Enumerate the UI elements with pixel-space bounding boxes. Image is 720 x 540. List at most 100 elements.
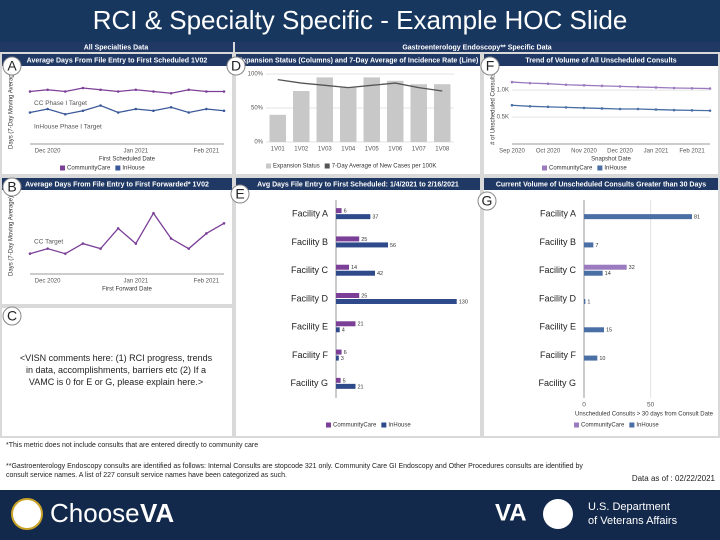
legend-label: CommunityCare: [333, 423, 377, 429]
point: [564, 83, 568, 87]
x-tick-label: 1V01: [271, 147, 286, 153]
value-label: 14: [605, 271, 611, 277]
y-tick-label: 1.0K: [497, 88, 509, 94]
point: [81, 86, 85, 90]
bar: [584, 214, 692, 220]
panel-title-band: [2, 54, 232, 66]
comment-box: [2, 308, 232, 436]
x-tick-label: Dec 2020: [35, 279, 61, 285]
panel-letter-badge: [480, 56, 500, 76]
panel-letter: G: [482, 193, 493, 209]
point: [187, 88, 191, 92]
panel: [484, 178, 718, 436]
bar: [340, 87, 357, 142]
x-tick-label: Dec 2020: [35, 149, 61, 155]
point: [187, 111, 191, 114]
bar: [410, 84, 427, 142]
point: [528, 105, 532, 108]
panel-title: Current Volume of Unscheduled Consults G…: [496, 181, 706, 188]
point: [28, 90, 32, 93]
x-tick-label: Feb 2021: [679, 149, 705, 155]
bar: [336, 327, 340, 333]
legend-swatch: [115, 165, 121, 171]
x-tick-label: 1V08: [435, 147, 450, 153]
legend-swatch: [326, 422, 331, 428]
point: [134, 107, 138, 111]
value-label: 4: [342, 328, 345, 334]
panel-title-band: [2, 178, 232, 190]
y-tick-label: 50%: [251, 106, 264, 112]
panel-letter: C: [7, 308, 17, 324]
y-tick-label: 100%: [248, 72, 264, 78]
x-tick-label: 0: [582, 402, 586, 409]
point: [81, 109, 85, 113]
category-label: Facility F: [540, 350, 577, 360]
section-bar: [235, 42, 720, 52]
seal-logo: [11, 498, 43, 530]
value-label: 15: [606, 328, 612, 334]
value-label: 130: [459, 299, 468, 305]
panel-title-band: [236, 178, 480, 190]
bar: [336, 270, 375, 276]
point: [169, 237, 173, 240]
legend-label: CommunityCare: [549, 166, 593, 172]
value-label: 6: [344, 350, 347, 356]
bar: [336, 242, 388, 248]
legend-swatch: [266, 163, 271, 169]
point: [169, 91, 173, 95]
x-tick-label: 50: [647, 402, 655, 409]
x-tick-label: 1V02: [294, 147, 309, 153]
y-axis-label: Days (7-Day Moving Average): [9, 196, 15, 276]
x-tick-label: Oct 2020: [536, 149, 561, 155]
bar: [584, 355, 598, 361]
x-tick-label: Sep 2020: [499, 149, 525, 155]
y-tick-label: 0.5K: [497, 115, 509, 121]
footer-logo: Choose: [50, 498, 140, 528]
x-tick-label: 1V06: [388, 147, 403, 153]
value-label: 42: [377, 271, 383, 277]
panel-letter: E: [235, 186, 244, 202]
point: [81, 242, 85, 245]
section-title: Gastroenterology Endoscopy** Specific Da…: [402, 44, 551, 51]
panel-letter: A: [7, 58, 17, 74]
category-label: Facility B: [539, 237, 576, 247]
bar: [336, 355, 339, 361]
y-tick-label: 0%: [254, 140, 263, 146]
point: [28, 252, 32, 256]
bar: [336, 208, 342, 214]
footer-dept: U.S. Department: [588, 501, 670, 513]
section-title: All Specialties Data: [84, 44, 149, 51]
series-line: [277, 79, 443, 92]
point: [582, 106, 586, 110]
category-label: Facility C: [539, 265, 577, 275]
point: [116, 111, 120, 114]
point: [600, 84, 604, 88]
panel-title-band: [484, 54, 718, 66]
x-tick-label: Jan 2021: [123, 279, 148, 285]
point: [46, 107, 49, 111]
bar: [293, 91, 310, 142]
category-label: Facility A: [540, 209, 576, 219]
bar: [336, 214, 371, 220]
x-axis-label: Snapshot Date: [591, 157, 631, 163]
point: [510, 80, 514, 84]
value-label: 21: [358, 322, 364, 328]
legend-label: 7-Day Average of New Cases per 100K: [332, 164, 437, 170]
point: [63, 90, 67, 93]
series-line: [29, 211, 225, 255]
point: [654, 108, 658, 111]
footer-va: VA: [495, 499, 527, 526]
point: [600, 107, 604, 110]
footer-logo: VA: [140, 498, 174, 528]
panel-letter: F: [486, 58, 495, 74]
x-axis-label: Unscheduled Consults > 30 days from Cons…: [575, 412, 714, 418]
legend-label: InHouse: [122, 166, 145, 172]
legend-swatch: [381, 422, 387, 428]
point: [222, 222, 226, 225]
category-label: Facility A: [292, 209, 328, 219]
point: [618, 85, 622, 88]
panel-letter-badge: [477, 191, 497, 211]
bar: [336, 293, 360, 298]
series-line: [29, 87, 224, 94]
value-label: 25: [361, 237, 367, 243]
